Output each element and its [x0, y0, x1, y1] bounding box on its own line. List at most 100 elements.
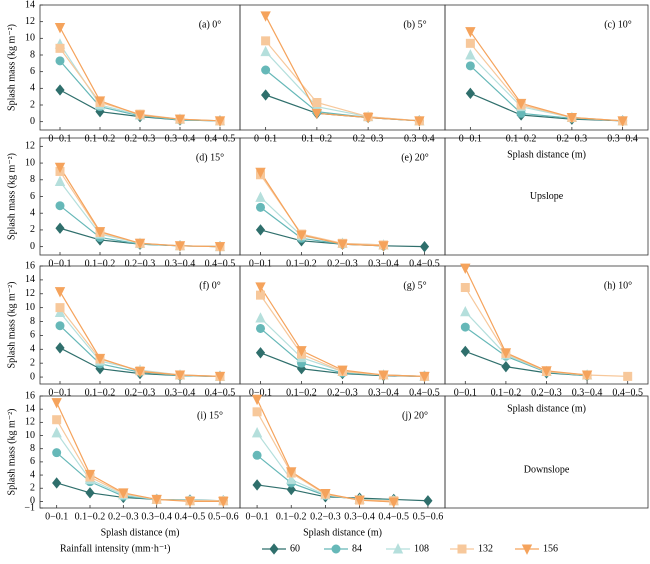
marker [54, 22, 66, 34]
marker [255, 312, 266, 323]
y-tick-label: 4 [30, 208, 35, 219]
x-tick-label: 0.4−0.5 [378, 511, 409, 522]
y-tick-label: 10 [25, 430, 35, 441]
marker [460, 322, 470, 332]
series-line [56, 402, 224, 503]
marker [174, 114, 186, 126]
x-tick-label: 0.4−0.5 [612, 387, 643, 398]
x-tick-label: 0.1−0.2 [276, 511, 307, 522]
marker [252, 479, 262, 491]
x-tick-label: 0−0.1 [249, 387, 272, 398]
series-line [259, 171, 384, 247]
x-tick-label: 0.3−0.4 [607, 133, 638, 144]
marker [623, 371, 633, 381]
marker [54, 287, 66, 298]
series-line [56, 452, 224, 502]
legend-label: 84 [352, 543, 362, 554]
x-tick-label: 0.4−0.5 [409, 387, 440, 398]
series-line [464, 326, 588, 377]
marker [214, 242, 226, 253]
x-tick-label: 0.2−0.3 [125, 387, 156, 398]
series-line [464, 267, 588, 376]
marker [457, 544, 467, 554]
y-axis-label: Splash mass (kg m⁻²) [6, 409, 17, 496]
marker [392, 543, 404, 554]
x-tick-label: 0.2−0.3 [125, 133, 156, 144]
x-tick-label: 0.1−0.2 [506, 133, 537, 144]
x-tick-label: 0.4−0.5 [205, 258, 236, 269]
marker [261, 89, 271, 101]
marker [94, 227, 106, 238]
x-tick-label: 0.1−0.2 [491, 387, 522, 398]
y-tick-label: 0 [30, 241, 35, 252]
y-tick-label: 16 [25, 260, 35, 271]
marker [362, 113, 374, 124]
x-axis-label: Splash distance (m) [101, 527, 180, 538]
y-tick-label: 8 [30, 174, 35, 185]
marker [460, 305, 471, 317]
x-tick-label: 0.3−0.4 [368, 258, 399, 269]
y-tick-label: 14 [25, 0, 35, 10]
y-axis-label: Splash mass (kg m⁻²) [6, 153, 17, 240]
marker [337, 365, 348, 376]
marker [296, 346, 307, 357]
series-line [265, 51, 420, 122]
marker [378, 241, 389, 252]
y-tick-label: 10 [25, 33, 35, 44]
marker [460, 283, 470, 293]
y-tick-label: 0 [30, 496, 35, 507]
x-tick-label: 0.3−0.4 [368, 387, 399, 398]
marker [55, 201, 65, 211]
marker [465, 87, 475, 100]
x-axis-label: Splash distance (m) [303, 527, 382, 538]
marker [331, 544, 341, 554]
y-tick-label: 12 [25, 141, 35, 152]
marker [515, 98, 527, 110]
x-tick-label: 0.3−0.4 [165, 258, 196, 269]
marker [94, 96, 106, 107]
panel-label: (i) 15° [197, 410, 223, 421]
marker [214, 116, 226, 127]
series-line [464, 311, 588, 376]
x-tick-label: 0−0.1 [249, 258, 272, 269]
panel-label: (j) 20° [402, 410, 428, 421]
x-tick-label: 0.2−0.3 [327, 258, 358, 269]
y-tick-label: 2 [30, 99, 35, 110]
marker [55, 222, 65, 234]
y-axis-label: Splash mass (kg m⁻²) [6, 282, 17, 369]
marker [94, 353, 106, 365]
marker [134, 110, 146, 121]
marker [460, 345, 470, 358]
marker [465, 38, 475, 48]
marker [261, 36, 271, 46]
legend-label: 60 [290, 543, 300, 554]
x-tick-label: 0.3−0.4 [344, 511, 375, 522]
marker [521, 544, 533, 555]
y-tick-label: 8 [30, 316, 35, 327]
x-tick-label: 0−0.1 [48, 387, 71, 398]
marker [354, 495, 365, 506]
marker [378, 370, 389, 381]
marker [54, 162, 66, 174]
series-line [56, 419, 224, 502]
series-line [469, 42, 623, 122]
marker [255, 347, 266, 359]
marker [423, 495, 433, 507]
panel-label: (f) 0° [199, 280, 221, 291]
panel-label: (g) 5° [403, 280, 426, 291]
marker [55, 56, 65, 66]
x-tick-label: 0.2−0.3 [310, 511, 341, 522]
marker [465, 27, 476, 38]
marker [312, 98, 322, 108]
y-tick-label: 14 [25, 274, 35, 285]
series-line [59, 27, 221, 122]
marker [269, 543, 279, 555]
marker [134, 238, 146, 250]
section-label: Upslope [530, 191, 564, 202]
x-tick-label: 0.1−0.2 [75, 511, 106, 522]
x-tick-label: 0−0.1 [48, 258, 71, 269]
y-tick-label: 4 [30, 344, 35, 355]
panel-frame [444, 4, 649, 131]
y-tick-label: 6 [30, 456, 35, 467]
